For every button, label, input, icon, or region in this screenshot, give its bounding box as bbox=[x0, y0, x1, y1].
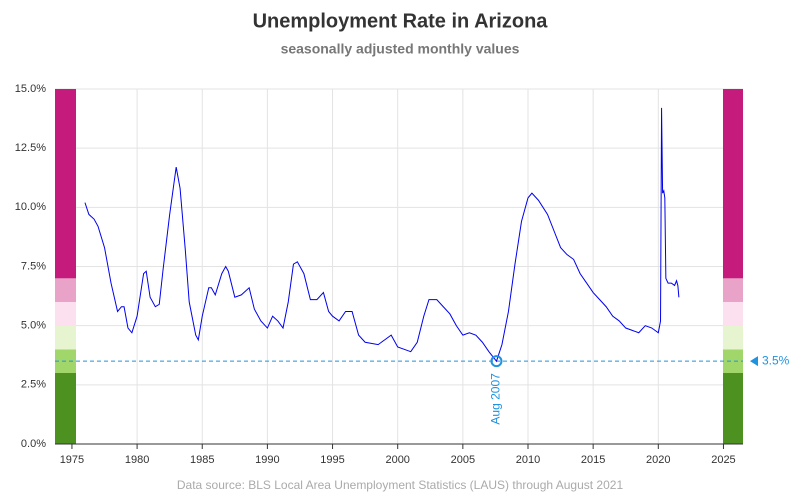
x-tick-label: 2025 bbox=[711, 454, 735, 466]
x-tick-label: 2010 bbox=[516, 454, 540, 466]
x-tick-label: 2000 bbox=[385, 454, 409, 466]
rate-band bbox=[723, 89, 743, 279]
x-tick-label: 1985 bbox=[190, 454, 214, 466]
rate-band bbox=[723, 349, 743, 373]
x-tick-label: 2015 bbox=[581, 454, 605, 466]
annotation-marker bbox=[490, 355, 503, 368]
reference-label: 3.5% bbox=[762, 353, 790, 367]
x-tick-label: 2020 bbox=[646, 454, 670, 466]
y-tick-label: 12.5% bbox=[15, 142, 46, 154]
chart-subtitle: seasonally adjusted monthly values bbox=[281, 41, 520, 57]
x-tick-label: 2005 bbox=[451, 454, 475, 466]
rate-band bbox=[723, 302, 743, 326]
x-tick-label: 1995 bbox=[320, 454, 344, 466]
y-tick-label: 5.0% bbox=[21, 320, 46, 332]
rate-band bbox=[55, 89, 76, 279]
y-tick-label: 7.5% bbox=[21, 260, 46, 272]
x-tick-label: 1990 bbox=[255, 454, 279, 466]
rate-band bbox=[55, 278, 76, 302]
rate-band bbox=[723, 278, 743, 302]
annotation-label: Aug 2007 bbox=[489, 373, 503, 425]
series-line bbox=[84, 107, 680, 363]
rate-band bbox=[723, 373, 743, 444]
y-tick-label: 10.0% bbox=[15, 201, 46, 213]
y-tick-label: 0.0% bbox=[21, 438, 46, 450]
x-tick-label: 1980 bbox=[125, 454, 149, 466]
y-tick-label: 15.0% bbox=[15, 83, 46, 95]
y-tick-label: 2.5% bbox=[21, 379, 46, 391]
chart-title: Unemployment Rate in Arizona bbox=[253, 10, 549, 32]
rate-band bbox=[55, 325, 76, 350]
rate-band bbox=[55, 302, 76, 326]
rate-band bbox=[723, 325, 743, 350]
reference-arrow bbox=[750, 356, 758, 367]
rate-band bbox=[55, 373, 76, 444]
source-note: Data source: BLS Local Area Unemployment… bbox=[177, 478, 624, 492]
x-tick-label: 1975 bbox=[60, 454, 84, 466]
